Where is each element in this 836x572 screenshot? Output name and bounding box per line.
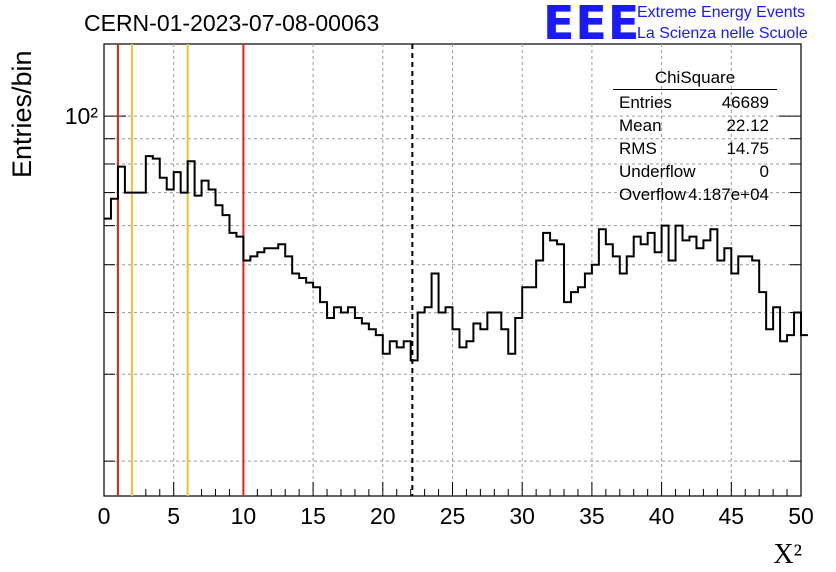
y-tick-label: 10²: [65, 103, 99, 129]
stats-value: 46689: [721, 93, 769, 112]
stats-row-underflow: Underflow 0: [613, 160, 777, 183]
histogram-layer: [104, 155, 808, 362]
x-tick-label: 45: [719, 503, 745, 529]
x-tick-label: 5: [167, 503, 180, 529]
stats-value: 22.12: [726, 116, 769, 135]
stats-label: RMS: [619, 139, 657, 158]
x-tick-label: 15: [300, 503, 326, 529]
stats-value: 0: [759, 162, 769, 181]
tick-labels-layer: 0 5 10 15 20 25 30 35 40 45 50 10²: [65, 103, 814, 529]
stats-row-entries: Entries 46689: [613, 91, 777, 114]
stats-box: ChiSquare Entries 46689 Mean 22.12 RMS 1…: [613, 68, 777, 206]
stats-row-overflow: Overflow 4.187e+04: [613, 183, 777, 206]
stats-title: ChiSquare: [613, 68, 777, 90]
stats-label: Mean: [619, 116, 662, 135]
stats-row-rms: RMS 14.75: [613, 137, 777, 160]
x-tick-label: 35: [579, 503, 605, 529]
histogram-line: [104, 155, 808, 362]
stats-label: Entries: [619, 93, 672, 112]
x-tick-label: 30: [509, 503, 535, 529]
logo-line-2: La Scienza nelle Scuole: [637, 25, 808, 42]
stats-value: 14.75: [726, 139, 769, 158]
x-tick-label: 25: [440, 503, 466, 529]
x-tick-label: 50: [788, 503, 814, 529]
x-tick-label: 0: [98, 503, 111, 529]
x-tick-label: 10: [231, 503, 257, 529]
y-axis-label: Entries/bin: [7, 50, 37, 178]
logo-line-1: Extreme Energy Events: [637, 4, 806, 21]
x-tick-label: 40: [649, 503, 675, 529]
x-axis-label: X²: [773, 539, 802, 570]
stats-label: Overflow: [619, 185, 687, 204]
stats-value: 4.187e+04: [688, 185, 769, 204]
run-title: CERN-01-2023-07-08-00063: [84, 10, 380, 36]
x-tick-label: 20: [370, 503, 396, 529]
stats-label: Underflow: [619, 162, 696, 181]
marker-lines-layer: [116, 44, 414, 496]
eee-logo: EEE: [543, 0, 641, 50]
stats-row-mean: Mean 22.12: [613, 114, 777, 137]
